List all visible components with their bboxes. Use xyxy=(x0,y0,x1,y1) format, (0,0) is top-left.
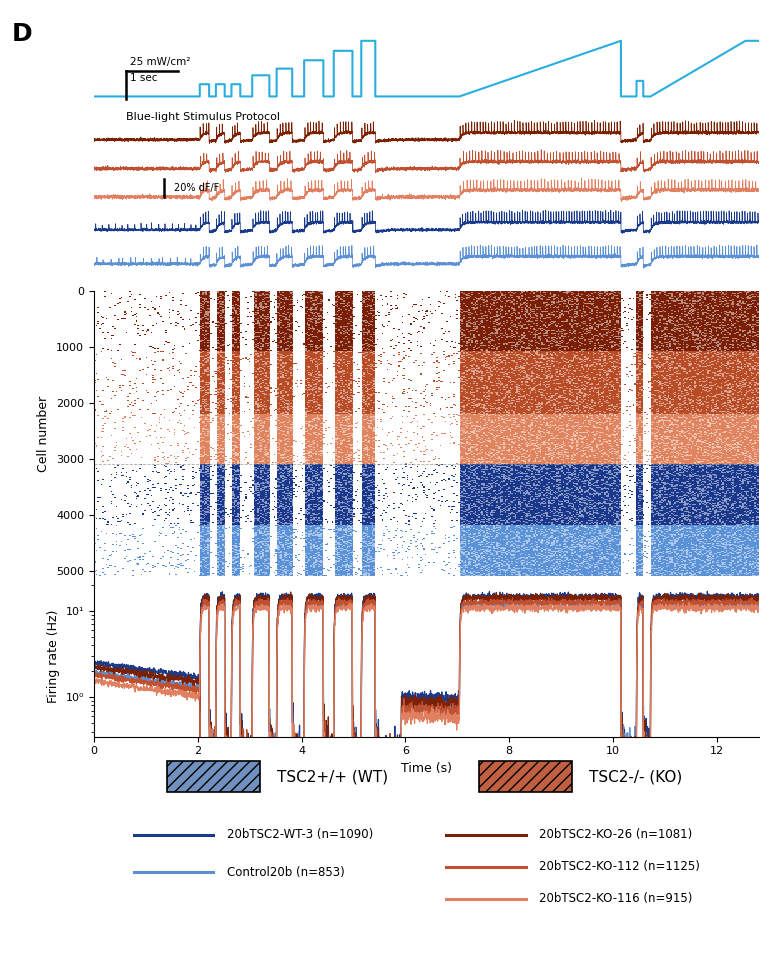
Bar xyxy=(479,761,572,792)
Bar xyxy=(479,761,572,792)
Bar xyxy=(167,761,260,792)
Text: 20% dF/F: 20% dF/F xyxy=(174,183,220,193)
Text: 1 sec: 1 sec xyxy=(130,73,158,83)
Text: TSC2+/+ (WT): TSC2+/+ (WT) xyxy=(277,769,388,784)
Text: 20bTSC2-WT-3 (n=1090): 20bTSC2-WT-3 (n=1090) xyxy=(227,828,373,841)
Y-axis label: Firing rate (Hz): Firing rate (Hz) xyxy=(47,609,60,703)
Text: Blue-light Stimulus Protocol: Blue-light Stimulus Protocol xyxy=(126,112,280,122)
Text: 20bTSC2-KO-116 (n=915): 20bTSC2-KO-116 (n=915) xyxy=(540,893,693,905)
X-axis label: Time (s): Time (s) xyxy=(400,762,452,775)
Text: Control20b (n=853): Control20b (n=853) xyxy=(227,866,345,879)
Text: TSC2-/- (KO): TSC2-/- (KO) xyxy=(589,769,682,784)
Text: 20bTSC2-KO-112 (n=1125): 20bTSC2-KO-112 (n=1125) xyxy=(540,860,700,873)
Y-axis label: Cell number: Cell number xyxy=(38,395,50,471)
Text: D: D xyxy=(12,22,32,46)
Text: 25 mW/cm²: 25 mW/cm² xyxy=(130,57,191,67)
Text: 20bTSC2-KO-26 (n=1081): 20bTSC2-KO-26 (n=1081) xyxy=(540,828,692,841)
Bar xyxy=(167,761,260,792)
